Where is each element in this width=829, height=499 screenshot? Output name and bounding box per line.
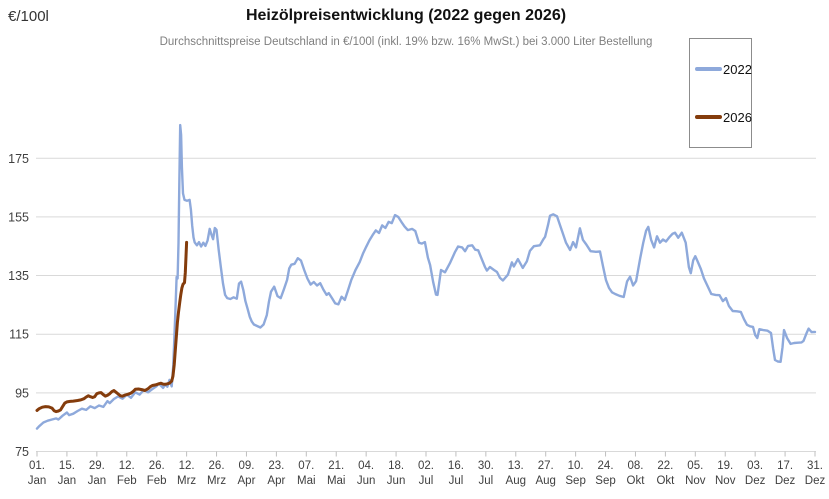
x-tick-label: 05. (687, 460, 703, 472)
x-tick-label: Aug (535, 475, 555, 487)
x-tick-label: Dez (745, 475, 766, 487)
x-tick-label: Jan (58, 475, 77, 487)
x-tick-label: 31. (807, 460, 823, 472)
x-tick-label: Mrz (207, 475, 226, 487)
x-tick-label: Sep (565, 475, 585, 487)
x-tick-label: 04. (358, 460, 374, 472)
x-tick-label: 12. (179, 460, 195, 472)
x-tick-label: Okt (656, 475, 675, 487)
x-tick-label: 27. (538, 460, 554, 472)
y-tick-label: 155 (8, 210, 29, 224)
x-tick-label: 02. (418, 460, 434, 472)
x-tick-label: Jan (88, 475, 107, 487)
x-tick-label: Jan (28, 475, 47, 487)
x-tick-label: Dez (805, 475, 826, 487)
x-tick-label: 21. (328, 460, 344, 472)
x-tick-label: 26. (209, 460, 225, 472)
x-tick-label: 16. (448, 460, 464, 472)
chart-subtitle: Durchschnittspreise Deutschland in €/100… (159, 36, 653, 48)
x-tick-label: Apr (238, 475, 256, 487)
x-tick-label: 26. (149, 460, 165, 472)
y-axis-unit-label: €/100l (8, 8, 49, 25)
x-tick-label: 17. (777, 460, 793, 472)
x-tick-label: 10. (568, 460, 584, 472)
x-tick-label: Sep (595, 475, 615, 487)
series-line-2026 (35, 240, 189, 414)
x-tick-label: Dez (775, 475, 796, 487)
legend-swatch-2026-line (695, 115, 722, 119)
legend-item-2022[interactable]: 2022 (695, 61, 752, 77)
x-tick-label: 03. (747, 460, 763, 472)
x-tick-label: Aug (506, 475, 526, 487)
x-tick-label: 15. (59, 460, 75, 472)
legend-item-2026[interactable]: 2026 (695, 109, 752, 125)
x-tick-label: 30. (478, 460, 494, 472)
x-tick-label: 24. (598, 460, 614, 472)
x-tick-label: Feb (147, 475, 167, 487)
x-tick-label: Jul (449, 475, 464, 487)
x-tick-label: Jun (357, 475, 376, 487)
chart-title: Heizölpreisentwicklung (2022 gegen 2026) (245, 7, 567, 24)
x-tick-label: Feb (117, 475, 137, 487)
y-tick-label: 135 (8, 269, 29, 283)
x-tick-label: 08. (627, 460, 643, 472)
x-tick-label: Jul (478, 475, 493, 487)
y-tick-label: 75 (15, 445, 29, 459)
x-tick-label: Mrz (177, 475, 196, 487)
y-tick-label: 95 (15, 386, 29, 400)
x-tick-label: Apr (267, 475, 285, 487)
x-tick-label: 01. (29, 460, 45, 472)
x-tick-label: Nov (715, 475, 736, 487)
x-tick-label: 18. (388, 460, 404, 472)
x-tick-label: Okt (627, 475, 646, 487)
series-line-2022 (35, 123, 817, 430)
legend-label-2022: 2022 (723, 61, 752, 77)
x-tick-label: Jun (387, 475, 406, 487)
x-tick-label: 23. (268, 460, 284, 472)
x-tick-label: Mai (297, 475, 316, 487)
x-tick-label: 09. (238, 460, 254, 472)
legend-swatch-2022-line (695, 67, 722, 71)
x-tick-label: Mai (327, 475, 346, 487)
x-tick-label: Jul (419, 475, 434, 487)
legend-label-2026: 2026 (723, 109, 752, 125)
x-tick-label: 22. (657, 460, 673, 472)
x-tick-label: 19. (717, 460, 733, 472)
legend: 2022 2026 (689, 38, 752, 148)
x-tick-label: 12. (119, 460, 135, 472)
x-tick-label: 07. (298, 460, 314, 472)
x-tick-label: 13. (508, 460, 524, 472)
x-tick-label: 29. (89, 460, 105, 472)
y-tick-label: 115 (9, 328, 29, 342)
x-tick-label: Nov (685, 475, 706, 487)
y-tick-label: 175 (8, 152, 29, 166)
